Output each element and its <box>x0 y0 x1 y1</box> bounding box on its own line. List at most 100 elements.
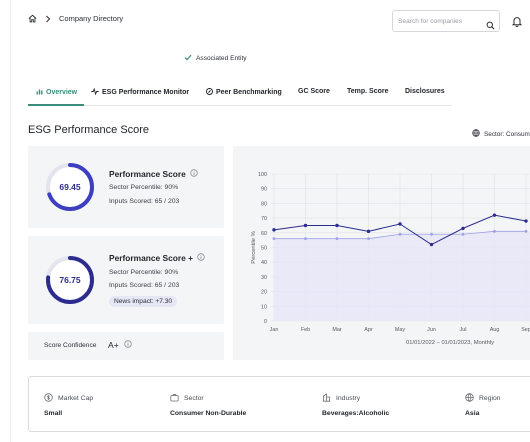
secondary-series-point <box>493 229 496 233</box>
globe-icon <box>472 129 480 139</box>
primary-series-point <box>461 226 465 231</box>
associated-entity-badge: Associated Entity <box>184 54 247 63</box>
globe-icon <box>465 393 474 404</box>
region-label: Region <box>479 395 501 402</box>
home-icon[interactable] <box>28 14 37 23</box>
performance-score-value: 69.45 <box>59 182 81 192</box>
info-icon[interactable] <box>197 253 205 263</box>
market-cap-label: Market Cap <box>58 395 94 402</box>
sector-field: Sector Consumer Non-Durable <box>170 393 246 417</box>
sector-percentile: Sector Percentile: 90% <box>109 184 179 191</box>
secondary-series-point <box>367 237 370 241</box>
chevron-right-icon <box>45 15 51 23</box>
score-confidence-grade-value: A+ <box>108 340 119 350</box>
tab-overview[interactable]: Overview <box>36 88 77 97</box>
y-tick-label: 80 <box>261 201 267 207</box>
tab-esg-performance-monitor-label: ESG Performance Monitor <box>102 89 190 96</box>
search-input[interactable] <box>393 11 479 31</box>
sector-filter[interactable]: Sector: Consum <box>472 129 530 139</box>
secondary-series-point <box>430 232 433 236</box>
y-tick-label: 90 <box>261 187 267 193</box>
y-tick-label: 40 <box>261 260 267 266</box>
sector-label: Sector <box>184 395 204 402</box>
search-icon[interactable] <box>486 17 495 35</box>
performance-score-plus-value: 76.75 <box>59 275 81 285</box>
performance-score-arc <box>46 163 94 211</box>
search-box <box>392 10 500 32</box>
x-tick-label: Jan <box>270 327 279 333</box>
market-cap-field: Market Cap Small <box>44 393 93 417</box>
score-confidence-card: Score Confidence A+ <box>28 332 224 360</box>
tab-esg-performance-monitor[interactable]: ESG Performance Monitor <box>91 87 190 97</box>
tab-temp-score[interactable]: Temp. Score <box>347 88 389 95</box>
performance-score-ring <box>46 163 94 211</box>
market-cap-value: Small <box>44 410 63 417</box>
bell-icon[interactable] <box>511 14 523 32</box>
score-confidence-grade: A+ <box>108 340 132 350</box>
primary-series-point <box>303 223 308 228</box>
y-tick-label: 70 <box>261 216 267 222</box>
active-tab-indicator <box>28 104 84 106</box>
x-axis-title: 01/01/2022 – 01/01/2023, Monthly <box>406 340 494 346</box>
performance-score-plus-title-text: Performance Score + <box>109 253 194 263</box>
tab-peer-benchmarking[interactable]: Peer Benchmarking <box>206 88 282 97</box>
x-tick-label: Sep <box>521 327 530 333</box>
sector-filter-label: Sector: Consum <box>484 130 530 138</box>
x-tick-label: Apr <box>364 327 373 333</box>
info-icon[interactable] <box>124 340 132 350</box>
performance-score-plus-title: Performance Score + <box>109 253 205 263</box>
industry-value: Beverages:Alcoholic <box>322 410 390 417</box>
chart-icon <box>36 88 43 97</box>
info-icon[interactable] <box>190 169 198 179</box>
tab-temp-score-label: Temp. Score <box>347 88 389 95</box>
y-tick-label: 60 <box>261 231 267 237</box>
sector-value: Consumer Non-Durable <box>170 410 247 417</box>
y-tick-label: 30 <box>261 275 267 281</box>
performance-score-plus-card: 76.75 Performance Score + Sector Percent… <box>28 236 224 324</box>
y-tick-label: 100 <box>258 172 267 178</box>
secondary-series-point <box>398 232 402 236</box>
primary-series-point <box>524 219 528 223</box>
company-info-strip: Market Cap Small Sector Consumer Non-Dur… <box>28 376 530 432</box>
tab-disclosures[interactable]: Disclosures <box>405 88 445 95</box>
inputs-scored: Inputs Scored: 65 / 203 <box>109 282 180 289</box>
pulse-icon <box>91 87 99 97</box>
news-impact-badge: News impact: +7.30 <box>109 296 178 307</box>
breadcrumb: Company Directory <box>28 14 123 23</box>
industry-field: Industry Beverages:Alcoholic <box>322 393 389 417</box>
compass-icon <box>206 88 213 97</box>
briefcase-icon <box>170 393 179 404</box>
breadcrumb-company-directory[interactable]: Company Directory <box>59 14 124 23</box>
performance-score-title-text: Performance Score <box>109 169 186 179</box>
region-value: Asia <box>465 410 480 417</box>
performance-score-title: Performance Score <box>109 169 198 179</box>
percentile-chart-card: 0 10 20 30 40 50 60 70 80 90 100 Jan Feb Mar Apr May Jun… <box>233 146 530 360</box>
performance-score-plus-arc <box>46 256 94 304</box>
industry-label: Industry <box>336 395 361 402</box>
secondary-series-point <box>272 237 276 241</box>
top-bar: Company Directory <box>0 0 530 42</box>
primary-series-point <box>335 223 339 228</box>
y-tick-label: 10 <box>261 304 267 310</box>
x-tick-label: Aug <box>490 327 500 333</box>
primary-series-point <box>429 242 434 247</box>
y-axis-title: Percentile % <box>251 231 257 264</box>
y-tick-label: 0 <box>264 319 267 325</box>
x-tick-label: Jul <box>460 327 467 333</box>
x-tick-label: Mar <box>332 327 341 333</box>
tab-disclosures-label: Disclosures <box>405 88 445 95</box>
sector-percentile: Sector Percentile: 90% <box>109 269 179 276</box>
x-tick-label: May <box>395 327 405 333</box>
performance-score-card: 69.45 Performance Score Sector Percentil… <box>28 146 224 228</box>
region-field: Region Asia <box>465 393 501 417</box>
x-tick-label: Feb <box>301 327 310 333</box>
primary-series-point <box>272 228 276 232</box>
secondary-series-point <box>524 229 528 233</box>
score-confidence-label: Score Confidence <box>44 342 97 349</box>
tab-gc-score[interactable]: GC Score <box>298 88 330 95</box>
percentile-line-chart: 0 10 20 30 40 50 60 70 80 90 100 Jan Feb Mar Apr May Jun… <box>251 172 530 346</box>
tab-bar: Overview ESG Performance Monitor Peer Be… <box>28 82 452 106</box>
secondary-series-point <box>335 237 339 241</box>
page-left-border <box>10 0 11 442</box>
primary-series-point <box>398 222 402 226</box>
